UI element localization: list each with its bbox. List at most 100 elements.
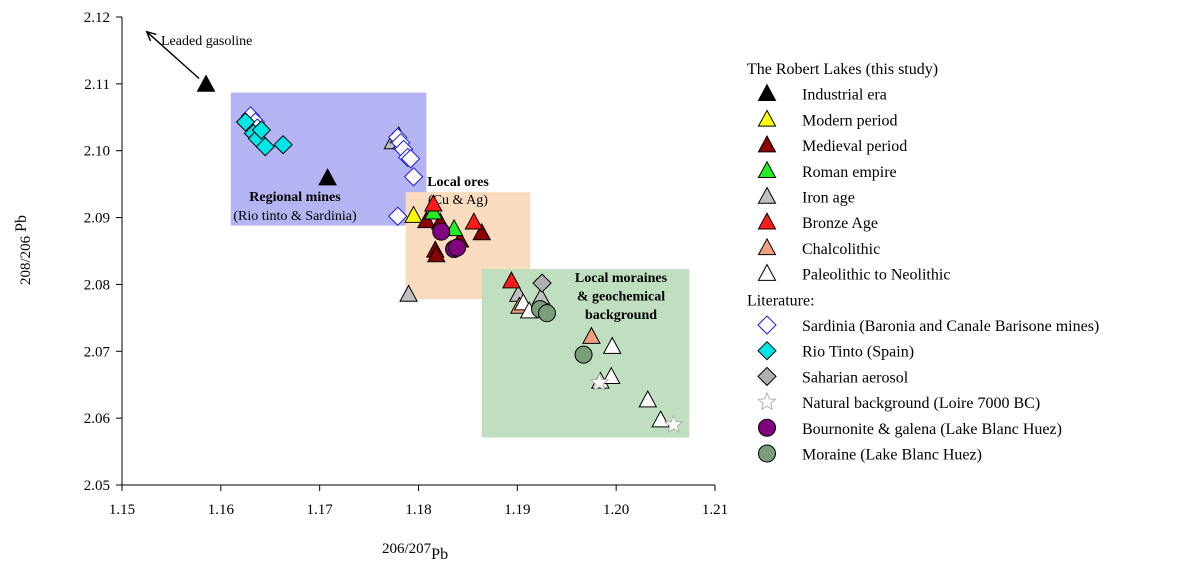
legend-label-bronze-age: Bronze Age xyxy=(802,215,878,232)
legend-label-moraine-lake-blanc-huez: Moraine (Lake Blanc Huez) xyxy=(802,447,982,464)
industrial-era-point xyxy=(196,74,216,92)
chalcolithic-point xyxy=(582,326,601,344)
rio-tinto-spain-series xyxy=(235,112,293,157)
regions-layer xyxy=(230,92,690,438)
rio-tinto-spain-point xyxy=(255,136,276,157)
regional-region xyxy=(230,92,427,226)
legend-marker-bournonite-galena-lake-blanc-huez xyxy=(758,418,776,437)
legend-marker-bronze-age xyxy=(757,212,777,230)
moraine-lake-blanc-huez-series xyxy=(531,300,593,364)
legend-marker-iron-age xyxy=(757,186,777,204)
y-tick-label: 2.11 xyxy=(84,77,110,93)
legend-marker-saharian-aerosol xyxy=(757,366,777,387)
legend-marker-moraine-lake-blanc-huez xyxy=(758,444,776,463)
modern-period-series xyxy=(404,205,423,223)
bronze-age-point xyxy=(423,194,443,212)
legend-marker-paleolithic-to-neolithic xyxy=(757,263,777,281)
y-tick-label: 2.06 xyxy=(84,411,111,427)
sardinia-baronia-and-canale-barisone-mines-point xyxy=(403,167,424,187)
y-tick-label: 2.05 xyxy=(84,478,110,494)
legend-label-bournonite-galena-lake-blanc-huez: Bournonite & galena (Lake Blanc Huez) xyxy=(802,421,1062,438)
bronze-age-point xyxy=(502,271,521,289)
x-tick-label: 1.21 xyxy=(702,502,728,518)
legend-label-saharian-aerosol: Saharian aerosol xyxy=(802,369,909,386)
y-tick-label: 2.09 xyxy=(84,211,110,227)
x-tick-label: 1.19 xyxy=(504,502,530,518)
x-axis-title-main: 206/207 xyxy=(382,541,432,557)
y-axis-title: 208/206 Pb xyxy=(13,215,34,285)
legend-label-sardinia-baronia-and-canale-barisone-mines: Sardinia (Baronia and Canale Barisone mi… xyxy=(802,318,1099,335)
leaded-gasoline-label: Leaded gasoline xyxy=(161,34,252,49)
natural-background-loire-7000-bc-point xyxy=(663,414,684,434)
legend-marker-natural-background-loire-7000-bc xyxy=(757,391,777,411)
x-tick-label: 1.20 xyxy=(603,502,629,518)
legend-marker-rio-tinto-spain xyxy=(757,340,777,361)
bournonite-galena-lake-blanc-huez-point xyxy=(432,222,451,241)
paleolithic-to-neolithic-point xyxy=(651,410,671,428)
axes-layer: 1.15 1.16 1.17 1.18 1.19 1.20 1.21 2.05 2.06 2.07… xyxy=(84,10,728,518)
legend: The Robert Lakes (this study) Industrial … xyxy=(747,61,1099,464)
y-tick-label: 2.12 xyxy=(84,10,110,26)
saharian-aerosol-point xyxy=(532,273,552,293)
legend-label-paleolithic-to-neolithic: Paleolithic to Neolithic xyxy=(802,267,950,284)
legend-marker-industrial-era xyxy=(757,83,777,101)
x-axis-title-sub: Pb xyxy=(431,546,448,563)
y-axis-title-main: 208/206 xyxy=(18,235,34,285)
legend-label-chalcolithic: Chalcolithic xyxy=(802,241,880,258)
regional-mines-label: Regional mines xyxy=(249,190,341,205)
medieval-period-point xyxy=(417,210,436,229)
annotation-layer: Leaded gasoline Regional mines (Rio tinto… xyxy=(145,30,668,323)
legend-header-2: Literature: xyxy=(747,292,815,309)
medieval-period-point xyxy=(472,222,492,241)
industrial-era-point xyxy=(318,168,337,186)
moraines-label-line-1: Local moraines xyxy=(575,271,668,286)
x-tick-label: 1.18 xyxy=(405,502,431,518)
legend-marker-medieval-period xyxy=(757,135,777,153)
leaded-gasoline-arrow-shaft xyxy=(146,31,200,80)
y-axis-title-sub: Pb xyxy=(13,215,30,232)
legend-label-medieval-period: Medieval period xyxy=(802,138,907,155)
natural-background-loire-7000-bc-series xyxy=(589,372,684,434)
points-layer xyxy=(196,74,684,434)
legend-label-natural-background-loire-7000-bc: Natural background (Loire 7000 BC) xyxy=(802,395,1040,412)
y-tick-label: 2.10 xyxy=(84,144,110,160)
bournonite-galena-lake-blanc-huez-series xyxy=(432,222,467,258)
y-tick-label: 2.08 xyxy=(84,277,110,293)
saharian-aerosol-series xyxy=(532,273,552,293)
leaded-gasoline-arrow-head xyxy=(145,30,157,42)
local-ores-label: Local ores xyxy=(427,175,489,190)
medieval-period-point xyxy=(426,244,446,263)
legend-label-iron-age: Iron age xyxy=(802,190,855,207)
x-tick-label: 1.17 xyxy=(307,502,334,518)
moraine-lake-blanc-huez-point xyxy=(574,345,593,364)
legend-label-roman-empire: Roman empire xyxy=(802,164,897,181)
regional-mines-sublabel: (Rio tinto & Sardinia) xyxy=(233,209,357,224)
iron-age-point xyxy=(399,284,419,302)
x-tick-label: 1.16 xyxy=(208,502,235,518)
legend-header-1: The Robert Lakes (this study) xyxy=(747,61,938,78)
legend-marker-chalcolithic xyxy=(757,237,777,256)
bournonite-galena-lake-blanc-huez-point xyxy=(448,238,467,257)
moraines-label-line-2: & geochemical xyxy=(577,290,665,305)
legend-label-rio-tinto-spain: Rio Tinto (Spain) xyxy=(802,344,914,361)
bronze-age-series xyxy=(423,194,521,289)
legend-marker-modern-period xyxy=(757,109,777,127)
x-tick-label: 1.15 xyxy=(109,502,135,518)
legend-label-modern-period: Modern period xyxy=(802,112,898,129)
sardinia-baronia-and-canale-barisone-mines-point xyxy=(388,206,408,226)
moraines-label-line-3: background xyxy=(585,308,657,323)
modern-period-point xyxy=(404,205,423,223)
paleolithic-to-neolithic-point xyxy=(638,390,658,408)
rio-tinto-spain-point xyxy=(235,112,256,132)
legend-marker-roman-empire xyxy=(757,160,777,179)
legend-label-industrial-era: Industrial era xyxy=(802,87,887,104)
x-axis-title: 206/207Pb xyxy=(382,541,448,563)
bronze-age-point xyxy=(464,212,484,230)
rio-tinto-spain-point xyxy=(251,120,272,140)
paleolithic-to-neolithic-point xyxy=(602,336,622,354)
rio-tinto-spain-point xyxy=(273,134,293,155)
industrial-era-series xyxy=(196,74,337,186)
legend-marker-sardinia-baronia-and-canale-barisone-mines xyxy=(757,315,777,335)
natural-background-loire-7000-bc-point xyxy=(589,372,610,392)
